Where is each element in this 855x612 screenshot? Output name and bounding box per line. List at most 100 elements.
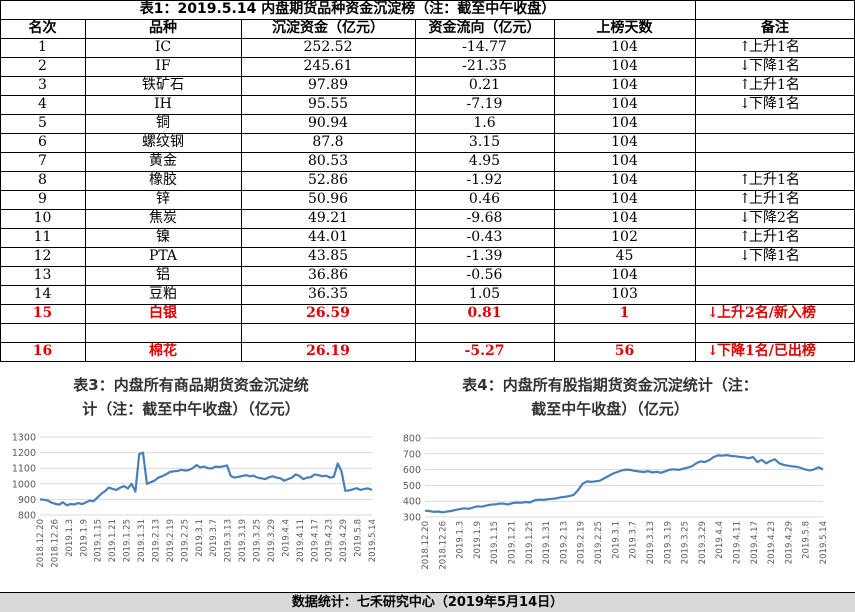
note-text: 上升1名 bbox=[749, 229, 800, 245]
cell-capital: 90.94 bbox=[307, 115, 349, 131]
cell-name: 橡胶 bbox=[149, 172, 177, 188]
cell-flow: -1.92 bbox=[466, 172, 503, 188]
arrow-down-icon: ↓ bbox=[739, 248, 751, 264]
x-tick-label: 2019.1.25 bbox=[525, 521, 535, 564]
y-tick-label: 1000 bbox=[12, 479, 36, 490]
y-tick-label: 1200 bbox=[12, 448, 36, 459]
x-tick-label: 2018.12.20 bbox=[421, 521, 431, 570]
cell-rank: 14 bbox=[33, 286, 52, 302]
cell-flow: 3.15 bbox=[468, 134, 501, 150]
cell-name: IF bbox=[155, 58, 171, 74]
cell-note bbox=[695, 285, 855, 304]
x-tick-label: 2019.1.15 bbox=[490, 521, 500, 564]
x-tick-label: 2019.4.29 bbox=[339, 519, 349, 562]
column-header: 品种 bbox=[149, 20, 177, 36]
cell-days: 104 bbox=[611, 134, 638, 150]
cell-rank: 1 bbox=[38, 39, 47, 55]
cell-capital: 49.21 bbox=[307, 210, 349, 226]
x-tick-label: 2019.3.7 bbox=[629, 521, 639, 559]
column-header: 上榜天数 bbox=[596, 20, 653, 36]
cell-note: ↓下降1名 bbox=[695, 57, 855, 76]
cell-name: 棉花 bbox=[149, 343, 177, 359]
cell-name: 黄金 bbox=[149, 153, 177, 169]
arrow-down-icon: ↓ bbox=[739, 96, 751, 112]
grid-line bbox=[0, 152, 855, 153]
table-row: 10 焦炭 49.21 -9.68 104 ↓下降2名 bbox=[0, 209, 855, 228]
x-tick-label: 2019.2.25 bbox=[180, 519, 190, 562]
column-header: 名次 bbox=[28, 20, 57, 36]
cell-days: 104 bbox=[611, 210, 638, 226]
y-tick-label: 900 bbox=[18, 495, 36, 506]
x-tick-label: 2019.2.19 bbox=[577, 521, 587, 564]
cell-name: 螺纹钢 bbox=[142, 134, 184, 150]
cell-capital: 36.86 bbox=[307, 267, 349, 283]
grid-line bbox=[0, 95, 855, 96]
cell-note bbox=[695, 114, 855, 133]
cell-note: ↑上升1名 bbox=[695, 228, 855, 247]
table-row: 12 PTA 43.85 -1.39 45 ↓下降1名 bbox=[0, 247, 855, 266]
x-tick-label: 2019.1.3 bbox=[456, 521, 466, 559]
cell-rank: 16 bbox=[32, 343, 53, 359]
x-tick-label: 2019.3.19 bbox=[663, 521, 673, 564]
cell-days: 103 bbox=[611, 286, 638, 302]
cell-name bbox=[85, 323, 241, 342]
x-tick-label: 2019.4.17 bbox=[310, 519, 320, 562]
y-tick-label: 300 bbox=[403, 513, 421, 524]
y-tick-label: 500 bbox=[403, 481, 421, 492]
grid-line bbox=[0, 133, 855, 134]
note-text: 下降1名 bbox=[749, 248, 800, 264]
x-tick-label: 2019.2.25 bbox=[594, 521, 604, 564]
y-tick-label: 800 bbox=[18, 511, 36, 522]
x-tick-label: 2019.4.11 bbox=[296, 519, 306, 562]
y-tick-label: 1300 bbox=[12, 433, 36, 444]
cell-flow: -0.43 bbox=[466, 229, 503, 245]
grid-line bbox=[0, 323, 855, 324]
cell-days: 1 bbox=[619, 305, 630, 321]
cell-name: IC bbox=[154, 39, 172, 55]
note-text: 下降1名 bbox=[749, 58, 800, 74]
cell-flow: -5.27 bbox=[464, 343, 505, 359]
cell-capital bbox=[241, 323, 415, 342]
index-futures-capital-chart: 表4：内盘所有股指期货资金沉淀统计（注： 截至中午收盘）（亿元） 300 400 5… bbox=[387, 365, 833, 590]
cell-flow: 1.6 bbox=[473, 115, 496, 131]
column-header: 备注 bbox=[761, 20, 789, 36]
grid-line bbox=[0, 285, 855, 286]
x-tick-label: 2019.5.8 bbox=[802, 521, 812, 559]
cell-capital: 252.52 bbox=[303, 39, 353, 55]
x-tick-label: 2019.1.9 bbox=[473, 521, 483, 559]
cell-rank: 2 bbox=[38, 58, 47, 74]
cell-capital: 97.89 bbox=[307, 77, 349, 93]
cell-name: IH bbox=[154, 96, 172, 112]
cell-capital: 44.01 bbox=[307, 229, 349, 245]
cell-days: 104 bbox=[611, 115, 638, 131]
table-row: 5 铜 90.94 1.6 104 bbox=[0, 114, 855, 133]
cell-flow: -14.77 bbox=[462, 39, 507, 55]
cell-flow: 1.05 bbox=[468, 286, 501, 302]
x-tick-label: 2019.1.25 bbox=[123, 519, 133, 562]
chart-title-line-2: 计（注：截至中午收盘）（亿元） bbox=[82, 400, 300, 418]
cell-days: 104 bbox=[611, 77, 638, 93]
table-row: 9 锌 50.96 0.46 104 ↑上升1名 bbox=[0, 190, 855, 209]
column-header: 沉淀资金（亿元） bbox=[272, 20, 384, 36]
arrow-up-icon: ↑ bbox=[739, 191, 751, 207]
series-line bbox=[39, 451, 373, 507]
x-tick-label: 2019.1.9 bbox=[79, 519, 89, 557]
cell-capital: 43.85 bbox=[307, 248, 349, 264]
note-text: 上升1名 bbox=[749, 172, 800, 188]
table-row: 7 黄金 80.53 4.95 104 bbox=[0, 152, 855, 171]
cell-name: 锌 bbox=[156, 191, 170, 207]
x-tick-label: 2019.2.13 bbox=[559, 521, 569, 564]
cell-name: 铝 bbox=[156, 267, 170, 283]
grid-line bbox=[695, 0, 696, 361]
cell-note bbox=[695, 266, 855, 285]
cell-note: ↓下降2名 bbox=[695, 209, 855, 228]
cell-capital: 50.96 bbox=[307, 191, 349, 207]
cell-name: PTA bbox=[148, 248, 178, 264]
y-tick-label: 800 bbox=[403, 434, 421, 445]
cell-days: 104 bbox=[611, 267, 638, 283]
cell-days: 104 bbox=[611, 96, 638, 112]
table-row: 13 铝 36.86 -0.56 104 bbox=[0, 266, 855, 285]
cell-days: 104 bbox=[611, 58, 638, 74]
table-title: 表1：2019.5.14 内盘期货品种资金沉淀榜（注：截至中午收盘） bbox=[139, 1, 556, 17]
chart-title: 表4：内盘所有股指期货资金沉淀统计（注： 截至中午收盘）（亿元） bbox=[387, 373, 833, 421]
